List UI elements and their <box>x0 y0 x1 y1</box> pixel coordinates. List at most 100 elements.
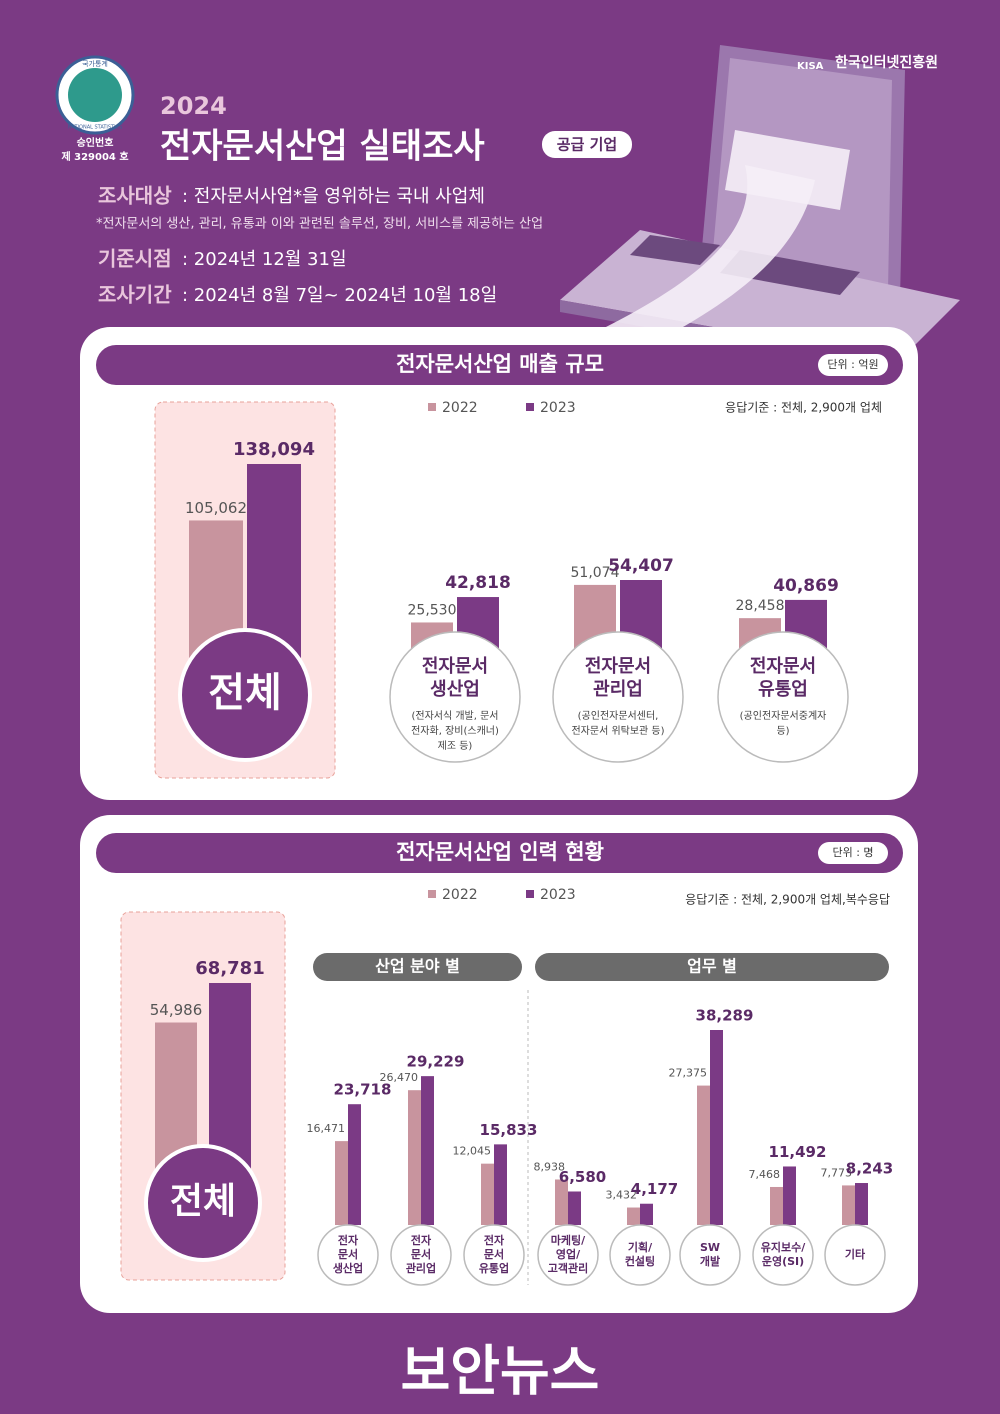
category-label: 마케팅/ <box>551 1233 586 1247</box>
legend-swatch <box>428 403 436 411</box>
value-label: 54,407 <box>608 556 674 576</box>
category-label: 문서 <box>338 1247 358 1261</box>
value-label: 54,986 <box>150 1001 203 1019</box>
org: 한국인터넷진흥원 <box>835 54 938 71</box>
org-short: KISA <box>797 61 824 72</box>
category-circle <box>609 1224 671 1286</box>
category-label: 기획/ <box>628 1240 653 1254</box>
value-label: 138,094 <box>233 439 315 460</box>
bar <box>842 1185 855 1225</box>
subgroup-pill <box>535 953 889 981</box>
info-label: 기준시점 <box>98 247 172 271</box>
laptop-illustration <box>560 45 960 372</box>
bar <box>770 1186 783 1225</box>
bar <box>855 1183 868 1225</box>
category-note: (전자서식 개발, 문서 <box>411 710 498 722</box>
category-label: 운영(SI) <box>762 1255 804 1268</box>
subgroup-title: 업무 별 <box>687 957 737 976</box>
category-label: 전자 <box>484 1233 505 1247</box>
value-label: 25,530 <box>408 602 457 618</box>
value-label: 8,938 <box>534 1160 566 1173</box>
bar <box>640 1203 653 1225</box>
total-label: 전체 <box>208 670 282 716</box>
info-text: : 2024년 8월 7일~ 2024년 10월 18일 <box>182 285 497 306</box>
category-label: SW <box>700 1241 720 1254</box>
subgroup-pill <box>313 953 522 981</box>
category-label: 전자 <box>338 1233 359 1247</box>
legend-swatch <box>526 890 534 898</box>
badge <box>542 131 632 158</box>
category-note: 제조 등) <box>438 740 473 752</box>
value-label: 28,458 <box>736 598 785 614</box>
category-label: 관리업 <box>593 679 643 700</box>
category-note: (공인전자문서센터, <box>578 710 659 722</box>
category-label: 유통업 <box>479 1262 509 1275</box>
category-note: 전자문서 위탁보관 등) <box>571 724 664 737</box>
unit: 단위 : 명 <box>832 846 873 859</box>
bar <box>555 1179 568 1225</box>
value-label: 42,818 <box>445 573 511 593</box>
value-label: 105,062 <box>185 499 247 517</box>
category-label: 개발 <box>700 1254 720 1268</box>
category-label: 관리업 <box>406 1261 436 1275</box>
value-label: 15,833 <box>480 1121 538 1139</box>
value-label: 3,432 <box>606 1189 638 1202</box>
legend-label: 2022 <box>442 400 478 416</box>
bar <box>335 1141 348 1225</box>
category-circle <box>389 631 521 763</box>
category-label: 전자문서 <box>750 656 816 677</box>
info-label: 조사대상 <box>98 184 172 208</box>
category-label: 유지보수/ <box>761 1240 806 1254</box>
info-note: *전자문서의 생산, 관리, 유통과 이와 관련된 솔루션, 장비, 서비스를 … <box>96 217 543 232</box>
category-note: 전자화, 장비(스캐너) <box>411 725 499 737</box>
category-circle <box>390 1224 452 1286</box>
basis: 응답기준 : 전체, 2,900개 업체,복수응답 <box>685 893 890 907</box>
category-label: 전자 <box>411 1233 432 1247</box>
unit-pill <box>818 354 888 376</box>
category-note: (공인전자문서중계자 <box>740 710 827 722</box>
value-label: 7,468 <box>749 1168 781 1181</box>
info-text: : 2024년 12월 31일 <box>182 249 347 270</box>
badge-text: 공급 기업 <box>557 136 617 154</box>
category-circle <box>463 1224 525 1286</box>
bar <box>421 1076 434 1225</box>
section-title-bar <box>96 833 903 873</box>
category-label: 영업/ <box>556 1248 581 1261</box>
total-circle <box>178 628 312 762</box>
category-label: 생산업 <box>333 1261 363 1275</box>
total-label: 전체 <box>170 1181 236 1222</box>
value-label: 12,045 <box>453 1145 492 1158</box>
category-circle <box>717 631 849 763</box>
category-circle <box>537 1224 599 1286</box>
subgroup-title: 산업 분야 별 <box>375 957 460 976</box>
bar <box>710 1030 723 1225</box>
value-label: 4,177 <box>631 1180 678 1198</box>
value-label: 8,243 <box>846 1160 893 1178</box>
legend-label: 2023 <box>540 400 576 416</box>
bar <box>783 1166 796 1225</box>
year: 2024 <box>160 92 227 120</box>
category-label: 문서 <box>411 1247 431 1261</box>
value-label: 11,492 <box>769 1143 827 1161</box>
info-text: : 전자문서사업*을 영위하는 국내 사업체 <box>182 186 485 207</box>
legend-swatch <box>526 403 534 411</box>
category-label: 고객관리 <box>548 1261 588 1275</box>
footer-logo: 보안뉴스 <box>401 1340 600 1403</box>
category-circle <box>317 1224 379 1286</box>
title: 전자문서산업 실태조사 <box>160 127 485 167</box>
value-label: 7,773 <box>821 1166 853 1179</box>
value-label: 23,718 <box>334 1081 392 1099</box>
legend-swatch <box>428 890 436 898</box>
category-circle <box>552 631 684 763</box>
category-circle <box>679 1224 741 1286</box>
category-label: 문서 <box>484 1247 504 1261</box>
logo-inner <box>68 68 122 122</box>
category-note: 등) <box>776 725 789 737</box>
legend-label: 2022 <box>442 887 478 903</box>
bar <box>348 1104 361 1225</box>
value-label: 29,229 <box>407 1053 465 1071</box>
value-label: 51,074 <box>571 565 620 581</box>
approval: 제 329004 호 <box>61 150 128 163</box>
category-label: 전자문서 <box>422 656 488 677</box>
category-label: 컨설팅 <box>625 1254 655 1268</box>
